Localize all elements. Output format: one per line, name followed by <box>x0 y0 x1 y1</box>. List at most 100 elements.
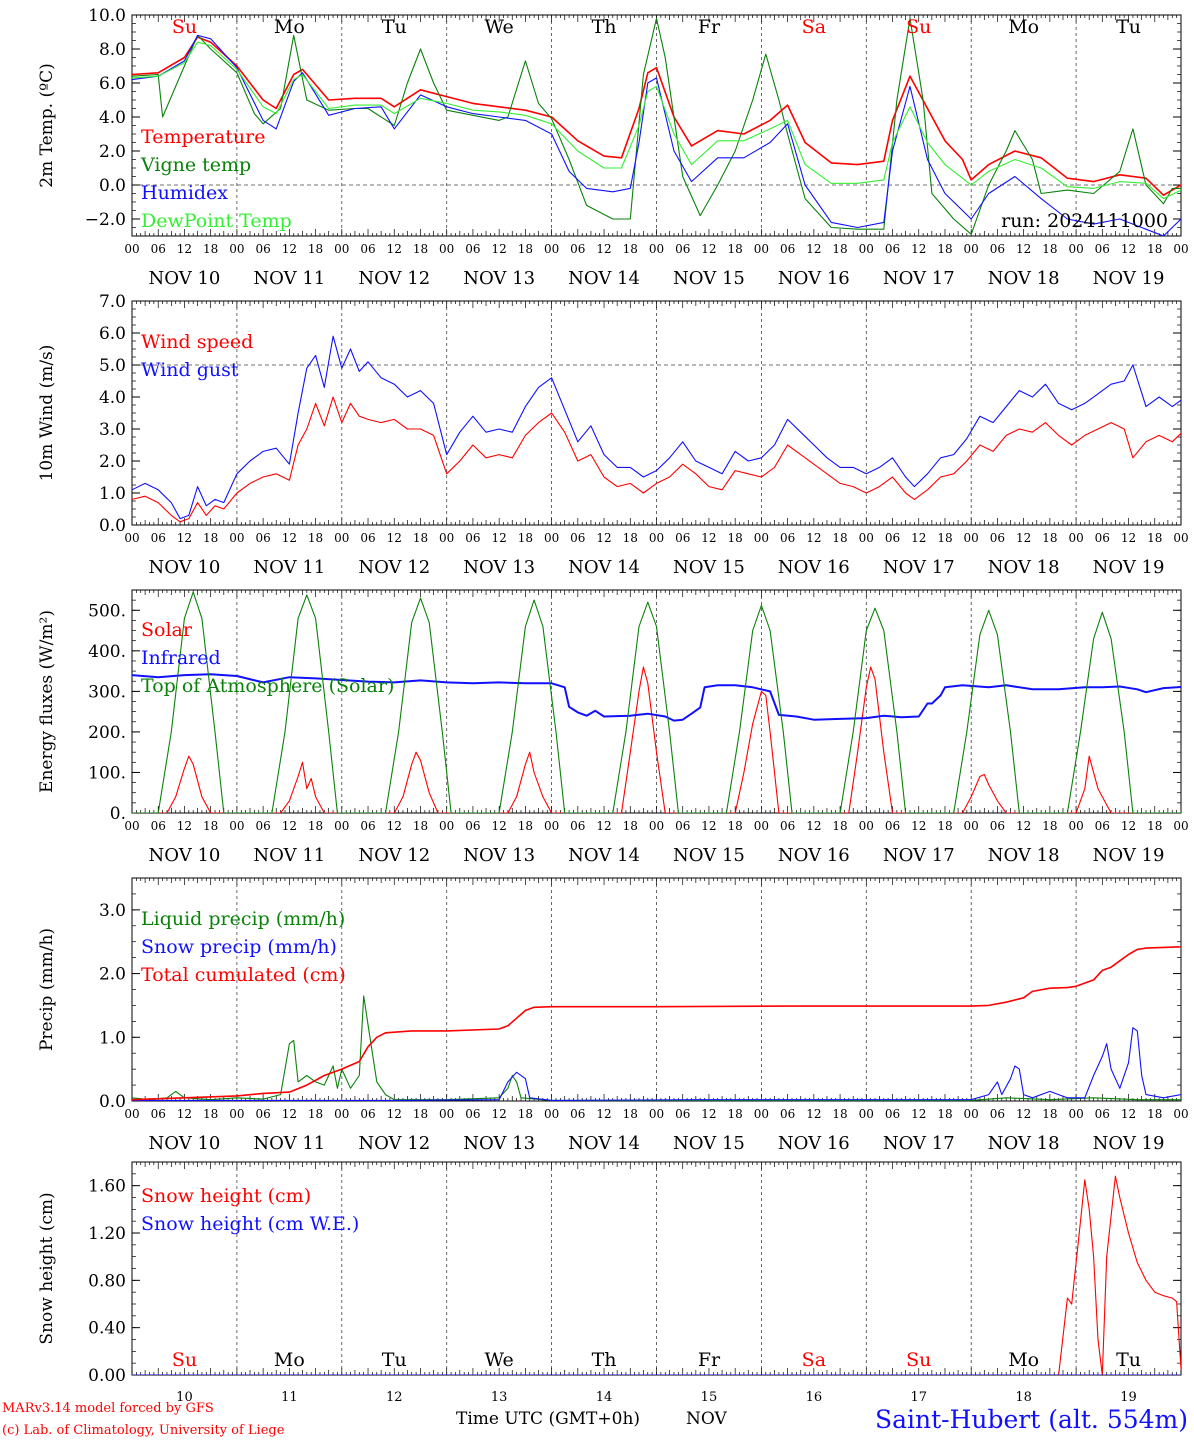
series-line-snow-precip-mm-h <box>132 1027 1181 1101</box>
hour-tick-label: 06 <box>1095 1107 1110 1121</box>
weekday-label: Th <box>592 1349 617 1371</box>
hour-tick-label: 00 <box>229 1107 244 1121</box>
weekday-label: We <box>485 1349 514 1371</box>
y-tick-label: 5.0 <box>99 356 126 376</box>
y-tick-label: 1.0 <box>99 484 126 504</box>
hour-tick-label: 00 <box>1068 819 1083 833</box>
day-number-label: 16 <box>806 1390 823 1405</box>
hour-tick-label: 12 <box>1016 819 1031 833</box>
series-line-humidex <box>132 34 1181 236</box>
hour-tick-label: 18 <box>937 531 952 545</box>
weekday-label: Mo <box>1008 1349 1039 1371</box>
hour-tick-label: 12 <box>492 242 507 256</box>
series-line-total-cumulated-cm <box>132 945 1181 1101</box>
y-tick-label: 0.40 <box>88 1319 126 1339</box>
weekday-label: Tu <box>382 16 407 38</box>
hour-tick-label: 00 <box>124 1107 139 1121</box>
weekday-label: Fr <box>698 16 721 38</box>
hour-tick-label: 06 <box>570 819 585 833</box>
hour-tick-label: 00 <box>439 531 454 545</box>
date-label: NOV 17 <box>883 1133 955 1154</box>
hour-tick-label: 06 <box>360 819 375 833</box>
legend-entry: Liquid precip (mm/h) <box>141 908 345 930</box>
series-line-infrared <box>132 673 1181 722</box>
date-label: NOV 13 <box>463 1133 535 1154</box>
hour-tick-label: 12 <box>282 1107 297 1121</box>
hour-tick-label: 06 <box>151 242 166 256</box>
hour-tick-label: 00 <box>124 531 139 545</box>
hour-tick-label: 00 <box>439 242 454 256</box>
hour-tick-label: 00 <box>544 531 559 545</box>
hour-tick-label: 18 <box>832 1107 847 1121</box>
hour-tick-label: 00 <box>754 531 769 545</box>
hour-tick-label: 00 <box>649 242 664 256</box>
y-tick-label: −2.0 <box>85 210 126 230</box>
hour-tick-label: 18 <box>518 1107 533 1121</box>
hour-tick-label: 00 <box>334 1107 349 1121</box>
date-label: NOV 12 <box>358 1133 430 1154</box>
hour-tick-label: 00 <box>859 1107 874 1121</box>
date-label: NOV 11 <box>253 557 325 578</box>
y-tick-label: 4.0 <box>99 108 126 128</box>
date-label: NOV 11 <box>253 1133 325 1154</box>
hour-tick-label: 00 <box>859 531 874 545</box>
hour-tick-label: 12 <box>596 1107 611 1121</box>
hour-tick-label: 18 <box>1042 1107 1057 1121</box>
hour-tick-label: 18 <box>623 1107 638 1121</box>
hour-tick-label: 00 <box>334 819 349 833</box>
date-label: NOV 13 <box>463 845 535 866</box>
month-label: NOV <box>686 1409 728 1429</box>
hour-tick-label: 06 <box>885 242 900 256</box>
date-label: NOV 15 <box>673 1133 745 1154</box>
hour-tick-label: 06 <box>151 819 166 833</box>
day-number-label: 15 <box>701 1390 718 1405</box>
hour-tick-label: 18 <box>308 242 323 256</box>
hour-tick-label: 00 <box>1068 531 1083 545</box>
legend-entry: Snow height (cm) <box>141 1185 311 1207</box>
hour-tick-label: 18 <box>203 531 218 545</box>
hour-tick-label: 12 <box>1121 242 1136 256</box>
hour-tick-label: 12 <box>177 242 192 256</box>
date-label: NOV 12 <box>358 268 430 289</box>
hour-tick-label: 18 <box>413 531 428 545</box>
y-tick-label: 0.0 <box>99 516 126 536</box>
hour-tick-label: 06 <box>255 531 270 545</box>
date-label: NOV 16 <box>778 268 850 289</box>
hour-tick-label: 18 <box>1147 1107 1162 1121</box>
hour-tick-label: 18 <box>832 819 847 833</box>
date-label: NOV 14 <box>568 268 640 289</box>
hour-tick-label: 18 <box>413 819 428 833</box>
hour-tick-label: 00 <box>124 819 139 833</box>
hour-tick-label: 06 <box>885 1107 900 1121</box>
legend-entry: Humidex <box>141 182 228 204</box>
date-label: NOV 19 <box>1093 1133 1165 1154</box>
hour-tick-label: 00 <box>334 531 349 545</box>
weekday-label: Tu <box>382 1349 407 1371</box>
hour-tick-label: 00 <box>649 819 664 833</box>
hour-tick-label: 18 <box>1147 819 1162 833</box>
hour-tick-label: 00 <box>1173 531 1188 545</box>
hour-tick-label: 18 <box>413 242 428 256</box>
y-tick-label: 7.0 <box>99 292 126 312</box>
weekday-label: Tu <box>1116 1349 1141 1371</box>
date-label: NOV 12 <box>358 557 430 578</box>
hour-tick-label: 12 <box>387 1107 402 1121</box>
date-label: NOV 10 <box>149 845 221 866</box>
series-line-wind-speed <box>132 396 1181 523</box>
panel-temp: −2.0 0.0 2.0 4.0 6.0 8.0 10.0 2m Temp. (ºC) 00 06… <box>37 6 1189 289</box>
weekday-label: Su <box>172 16 197 38</box>
hour-tick-label: 06 <box>1095 531 1110 545</box>
hour-tick-label: 06 <box>675 1107 690 1121</box>
hour-tick-label: 00 <box>544 242 559 256</box>
hour-tick-label: 06 <box>990 531 1005 545</box>
hour-tick-label: 12 <box>387 819 402 833</box>
hour-tick-label: 18 <box>623 242 638 256</box>
hour-tick-label: 06 <box>360 531 375 545</box>
y-tick-label: 0.80 <box>88 1271 126 1291</box>
y-axis-label: 2m Temp. (ºC) <box>37 63 57 188</box>
hour-tick-label: 18 <box>203 242 218 256</box>
weekday-label: Su <box>906 1349 931 1371</box>
copyright-credit: (c) Lab. of Climatology, University of L… <box>2 1423 285 1438</box>
hour-tick-label: 00 <box>334 242 349 256</box>
date-label: NOV 18 <box>988 557 1060 578</box>
